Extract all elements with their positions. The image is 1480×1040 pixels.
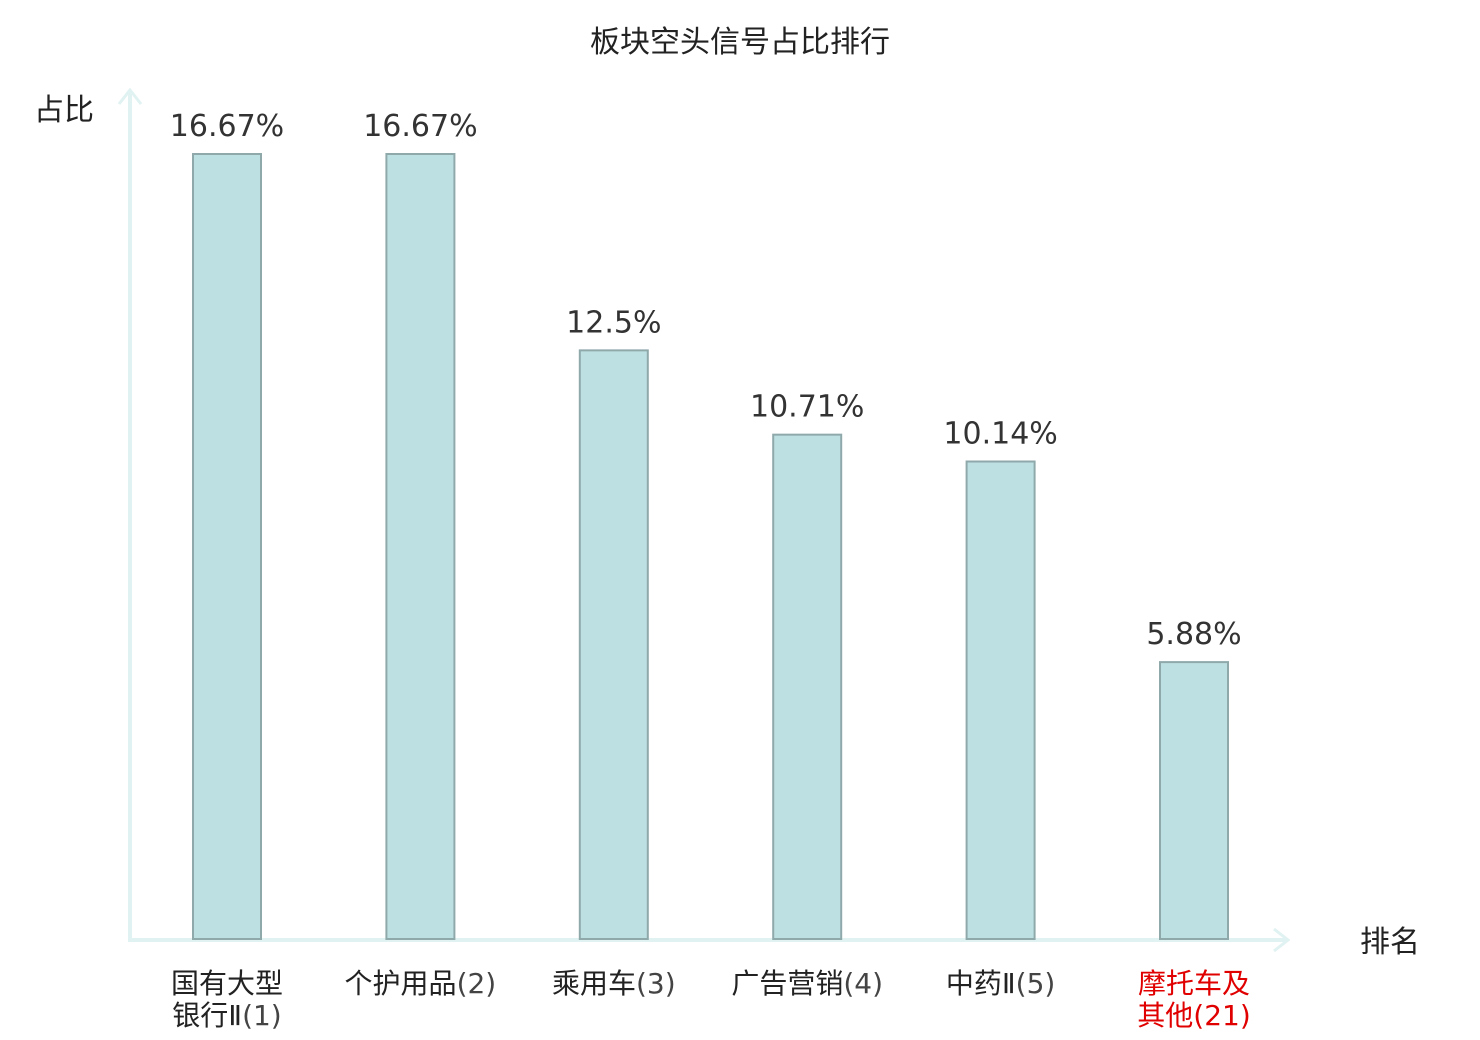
- y-axis-arrow-icon: [117, 87, 143, 105]
- bars-group: [192, 153, 1229, 940]
- bar-5: [965, 460, 1036, 940]
- value-label-4: 10.71%: [750, 390, 864, 425]
- value-label-3: 12.5%: [566, 305, 661, 340]
- category-label-3: 乘用车(3): [552, 967, 676, 1000]
- bar-1: [192, 153, 262, 940]
- category-label-5: 中药Ⅱ(5): [946, 967, 1055, 1000]
- chart-title: 板块空头信号占比排行: [590, 25, 890, 60]
- value-label-5: 10.14%: [943, 417, 1057, 452]
- bar-6: [1159, 661, 1229, 940]
- category-label-4: 广告营销(4): [731, 967, 883, 1000]
- value-label-1: 16.67%: [170, 109, 284, 144]
- value-label-2: 16.67%: [363, 109, 477, 144]
- y-axis-label: 占比: [34, 93, 94, 128]
- bar-4: [772, 433, 843, 940]
- category-label-2: 个护用品(2): [345, 967, 497, 1000]
- category-label-6: 摩托车及其他(21): [1137, 967, 1251, 1032]
- x-axis-label: 排名: [1360, 925, 1420, 960]
- value-labels-group: 16.67% 16.67% 12.5% 10.71% 10.14% 5.88%: [170, 109, 1242, 652]
- bar-2: [385, 153, 456, 940]
- bar-3: [578, 349, 649, 940]
- value-label-6: 5.88%: [1146, 617, 1241, 652]
- category-labels-group: 国有大型银行Ⅱ(1) 个护用品(2) 乘用车(3) 广告营销(4) 中药Ⅱ(5) 摩托车及…: [171, 967, 1251, 1032]
- x-axis-arrow-icon: [1273, 927, 1291, 953]
- category-label-1: 国有大型银行Ⅱ(1): [171, 967, 283, 1032]
